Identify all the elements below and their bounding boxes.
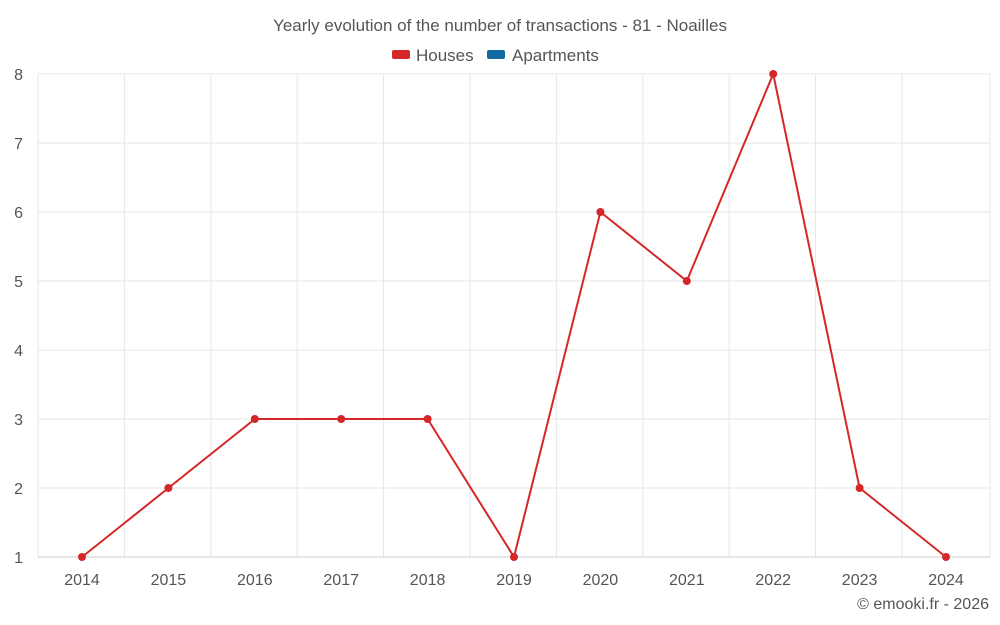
x-tick-label: 2016 xyxy=(237,572,273,589)
grid xyxy=(37,73,991,557)
y-tick-label: 2 xyxy=(14,481,23,498)
data-point[interactable] xyxy=(78,553,86,561)
y-tick-label: 6 xyxy=(14,205,23,222)
y-tick-label: 7 xyxy=(14,136,23,153)
legend-item-houses[interactable]: Houses xyxy=(392,46,474,65)
x-tick-label: 2014 xyxy=(64,572,100,589)
data-point[interactable] xyxy=(596,208,605,216)
legend-swatch-houses xyxy=(392,50,410,59)
data-point[interactable] xyxy=(337,415,346,423)
data-point[interactable] xyxy=(769,70,778,78)
legend-label-houses: Houses xyxy=(416,46,474,65)
y-tick-label: 5 xyxy=(14,274,23,291)
data-point[interactable] xyxy=(423,415,432,423)
y-tick-label: 4 xyxy=(14,343,23,360)
data-point[interactable] xyxy=(164,484,173,492)
chart-title: Yearly evolution of the number of transa… xyxy=(273,16,727,35)
plot-area xyxy=(78,70,950,561)
axes: 1 2 3 4 5 6 7 8 2014 2015 2016 2017 2018 2019 2020 2021… xyxy=(14,67,990,589)
x-tick-label: 2020 xyxy=(583,572,619,589)
legend: Houses Apartments xyxy=(392,46,599,65)
series-line-houses xyxy=(81,73,947,558)
x-tick-label: 2024 xyxy=(928,572,964,589)
y-tick-label: 1 xyxy=(14,550,23,567)
y-tick-label: 8 xyxy=(14,67,23,84)
legend-swatch-apartments xyxy=(487,50,505,59)
x-tick-label: 2021 xyxy=(669,572,705,589)
data-point[interactable] xyxy=(682,277,691,285)
x-tick-label: 2015 xyxy=(151,572,187,589)
x-tick-label: 2018 xyxy=(410,572,446,589)
x-tick-label: 2017 xyxy=(323,572,359,589)
legend-item-apartments[interactable]: Apartments xyxy=(487,46,599,65)
data-point[interactable] xyxy=(510,553,518,561)
x-tick-label: 2019 xyxy=(496,572,532,589)
data-point[interactable] xyxy=(855,484,864,492)
x-tick-label: 2022 xyxy=(755,572,791,589)
x-tick-label: 2023 xyxy=(842,572,878,589)
data-point[interactable] xyxy=(942,553,950,561)
data-point[interactable] xyxy=(250,415,259,423)
legend-label-apartments: Apartments xyxy=(512,46,599,65)
credit-text: © emooki.fr - 2026 xyxy=(857,596,989,613)
y-tick-label: 3 xyxy=(14,412,23,429)
